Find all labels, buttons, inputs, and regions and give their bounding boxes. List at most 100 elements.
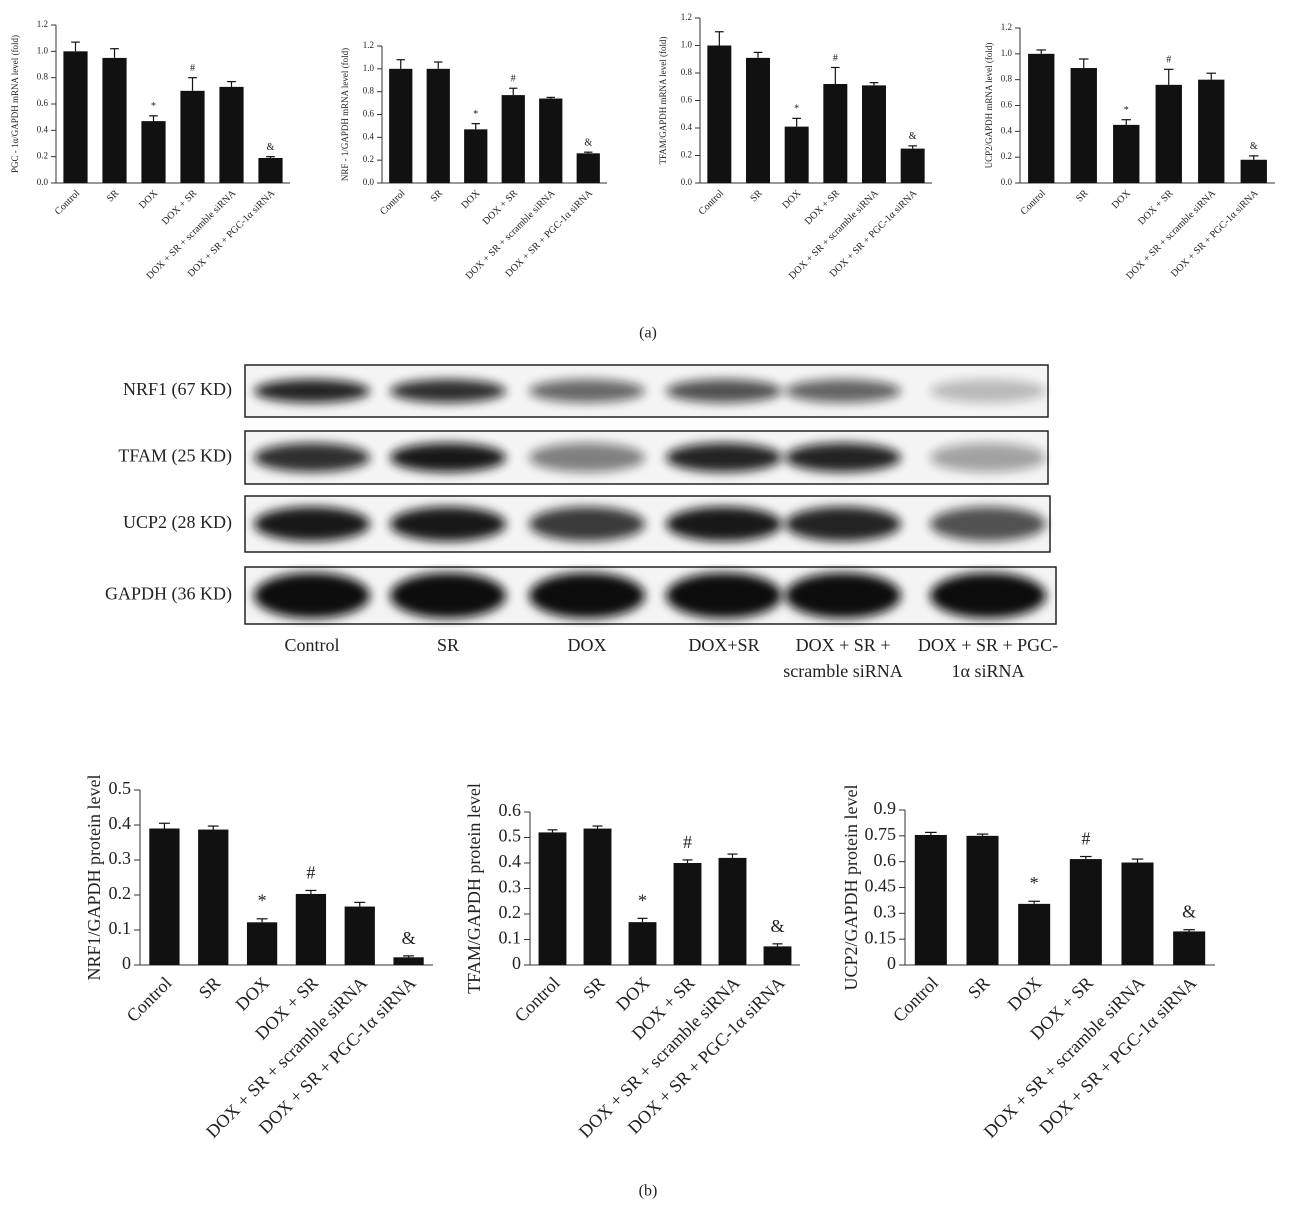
blot-band — [785, 443, 901, 472]
bar — [1156, 85, 1182, 183]
significance-mark: # — [190, 63, 195, 74]
y-tick-label: 0.3 — [499, 877, 522, 897]
significance-mark: & — [402, 928, 416, 948]
x-tick-label: Control — [511, 973, 564, 1026]
x-tick-label: DOX + SR — [160, 188, 200, 228]
x-tick-label: SR — [1074, 188, 1091, 205]
y-tick-label: 0.2 — [1001, 151, 1012, 161]
blot-band — [254, 573, 370, 619]
y-tick-label: 0.2 — [109, 883, 132, 903]
x-tick-label: DOX — [1004, 973, 1046, 1015]
significance-mark: * — [473, 109, 478, 120]
blot-band — [666, 379, 782, 402]
x-tick-label: DOX + SR — [481, 188, 521, 228]
bar — [966, 836, 998, 965]
bar — [785, 127, 809, 183]
blot-lane-label: scramble siRNA — [783, 661, 902, 681]
y-tick-label: 0.0 — [37, 177, 49, 187]
y-tick-label: 0.9 — [874, 798, 897, 818]
x-tick-label: DOX — [612, 973, 654, 1015]
bar — [502, 95, 525, 183]
y-tick-label: 1.2 — [37, 19, 48, 29]
y-tick-label: 0.6 — [37, 98, 49, 108]
y-tick-label: 0 — [887, 953, 896, 973]
x-tick-label: DOX + SR — [803, 188, 843, 228]
bar — [1198, 80, 1224, 183]
figure: (a) (b) PGC - 1α/GAPDH mRNA level (fold)… — [0, 0, 1295, 1206]
y-axis-label: NRF1/GAPDH protein level — [84, 775, 104, 981]
blot-lane-label: DOX + SR + — [796, 635, 891, 655]
y-tick-label: 0.0 — [681, 177, 693, 187]
blot-band — [930, 507, 1046, 542]
bar — [345, 907, 375, 965]
bar — [247, 922, 277, 965]
significance-mark: * — [1030, 873, 1039, 893]
blot-band — [785, 379, 901, 402]
x-tick-label: Control — [53, 188, 83, 218]
significance-mark: * — [794, 104, 799, 115]
bar — [1113, 125, 1139, 183]
y-tick-label: 0.75 — [865, 824, 897, 844]
y-axis-label: TFAM/GAPDH mRNA level (fold) — [658, 36, 668, 164]
y-tick-label: 0 — [512, 953, 521, 973]
bar — [141, 121, 165, 183]
y-tick-label: 1.0 — [1001, 48, 1013, 58]
x-tick-label: DOX — [1110, 187, 1134, 211]
y-axis-label: TFAM/GAPDH protein level — [464, 783, 484, 994]
y-axis-label: PGC - 1α/GAPDH mRNA level (fold) — [10, 35, 20, 173]
bar — [584, 829, 612, 965]
y-tick-label: 0.6 — [681, 95, 693, 105]
y-tick-label: 0.3 — [109, 848, 132, 868]
blot-lane-label: Control — [284, 635, 339, 655]
significance-mark: * — [638, 890, 647, 910]
blot-band — [666, 507, 782, 542]
bar — [629, 922, 657, 965]
x-tick-label: DOX + SR + PGC-1α siRNA — [1169, 187, 1261, 279]
blot-band — [930, 379, 1046, 402]
bar — [1018, 904, 1050, 965]
bar — [915, 835, 947, 965]
blot-lane-label: SR — [437, 635, 459, 655]
blot-band — [254, 443, 370, 472]
panel-label: (a) — [639, 325, 657, 342]
x-tick-label: SR — [964, 973, 994, 1003]
y-tick-label: 0.2 — [37, 151, 48, 161]
blot-band — [785, 507, 901, 542]
y-tick-label: 0.2 — [363, 154, 374, 164]
x-tick-label: Control — [123, 973, 176, 1026]
x-tick-label: SR — [429, 188, 446, 205]
significance-mark: & — [1182, 902, 1196, 922]
y-tick-label: 0.1 — [499, 928, 522, 948]
x-tick-label: DOX — [459, 187, 483, 211]
bar — [577, 153, 600, 183]
significance-mark: # — [1166, 55, 1171, 66]
significance-mark: # — [306, 862, 315, 882]
y-tick-label: 0.4 — [363, 131, 375, 141]
y-axis-label: NRF - 1/GAPDH mRNA level (fold) — [340, 48, 350, 181]
x-tick-label: SR — [195, 973, 225, 1003]
significance-mark: & — [584, 137, 592, 148]
x-tick-label: DOX — [232, 973, 274, 1015]
significance-mark: * — [1124, 105, 1129, 116]
y-tick-label: 0.0 — [1001, 177, 1013, 187]
y-tick-label: 0.4 — [1001, 125, 1013, 135]
significance-mark: & — [909, 131, 917, 142]
bar — [393, 957, 423, 965]
bar — [764, 946, 792, 965]
y-tick-label: 0.2 — [681, 150, 692, 160]
y-tick-label: 0.0 — [363, 177, 375, 187]
bar — [258, 158, 282, 183]
y-tick-label: 0.6 — [499, 800, 522, 820]
blot-band — [785, 573, 901, 619]
y-tick-label: 0.4 — [37, 124, 49, 134]
blot-band — [390, 379, 506, 402]
blot-band — [529, 379, 645, 402]
blot-lane-label: DOX — [568, 635, 607, 655]
blot-lane-label: DOX+SR — [688, 635, 759, 655]
y-tick-label: 0.6 — [874, 850, 897, 870]
panel-label: (b) — [639, 1183, 658, 1200]
blot-row-label: UCP2 (28 KD) — [123, 512, 232, 533]
bar — [674, 863, 702, 965]
x-tick-label: DOX + SR + scramble siRNA — [1124, 187, 1218, 281]
bar — [707, 46, 731, 184]
